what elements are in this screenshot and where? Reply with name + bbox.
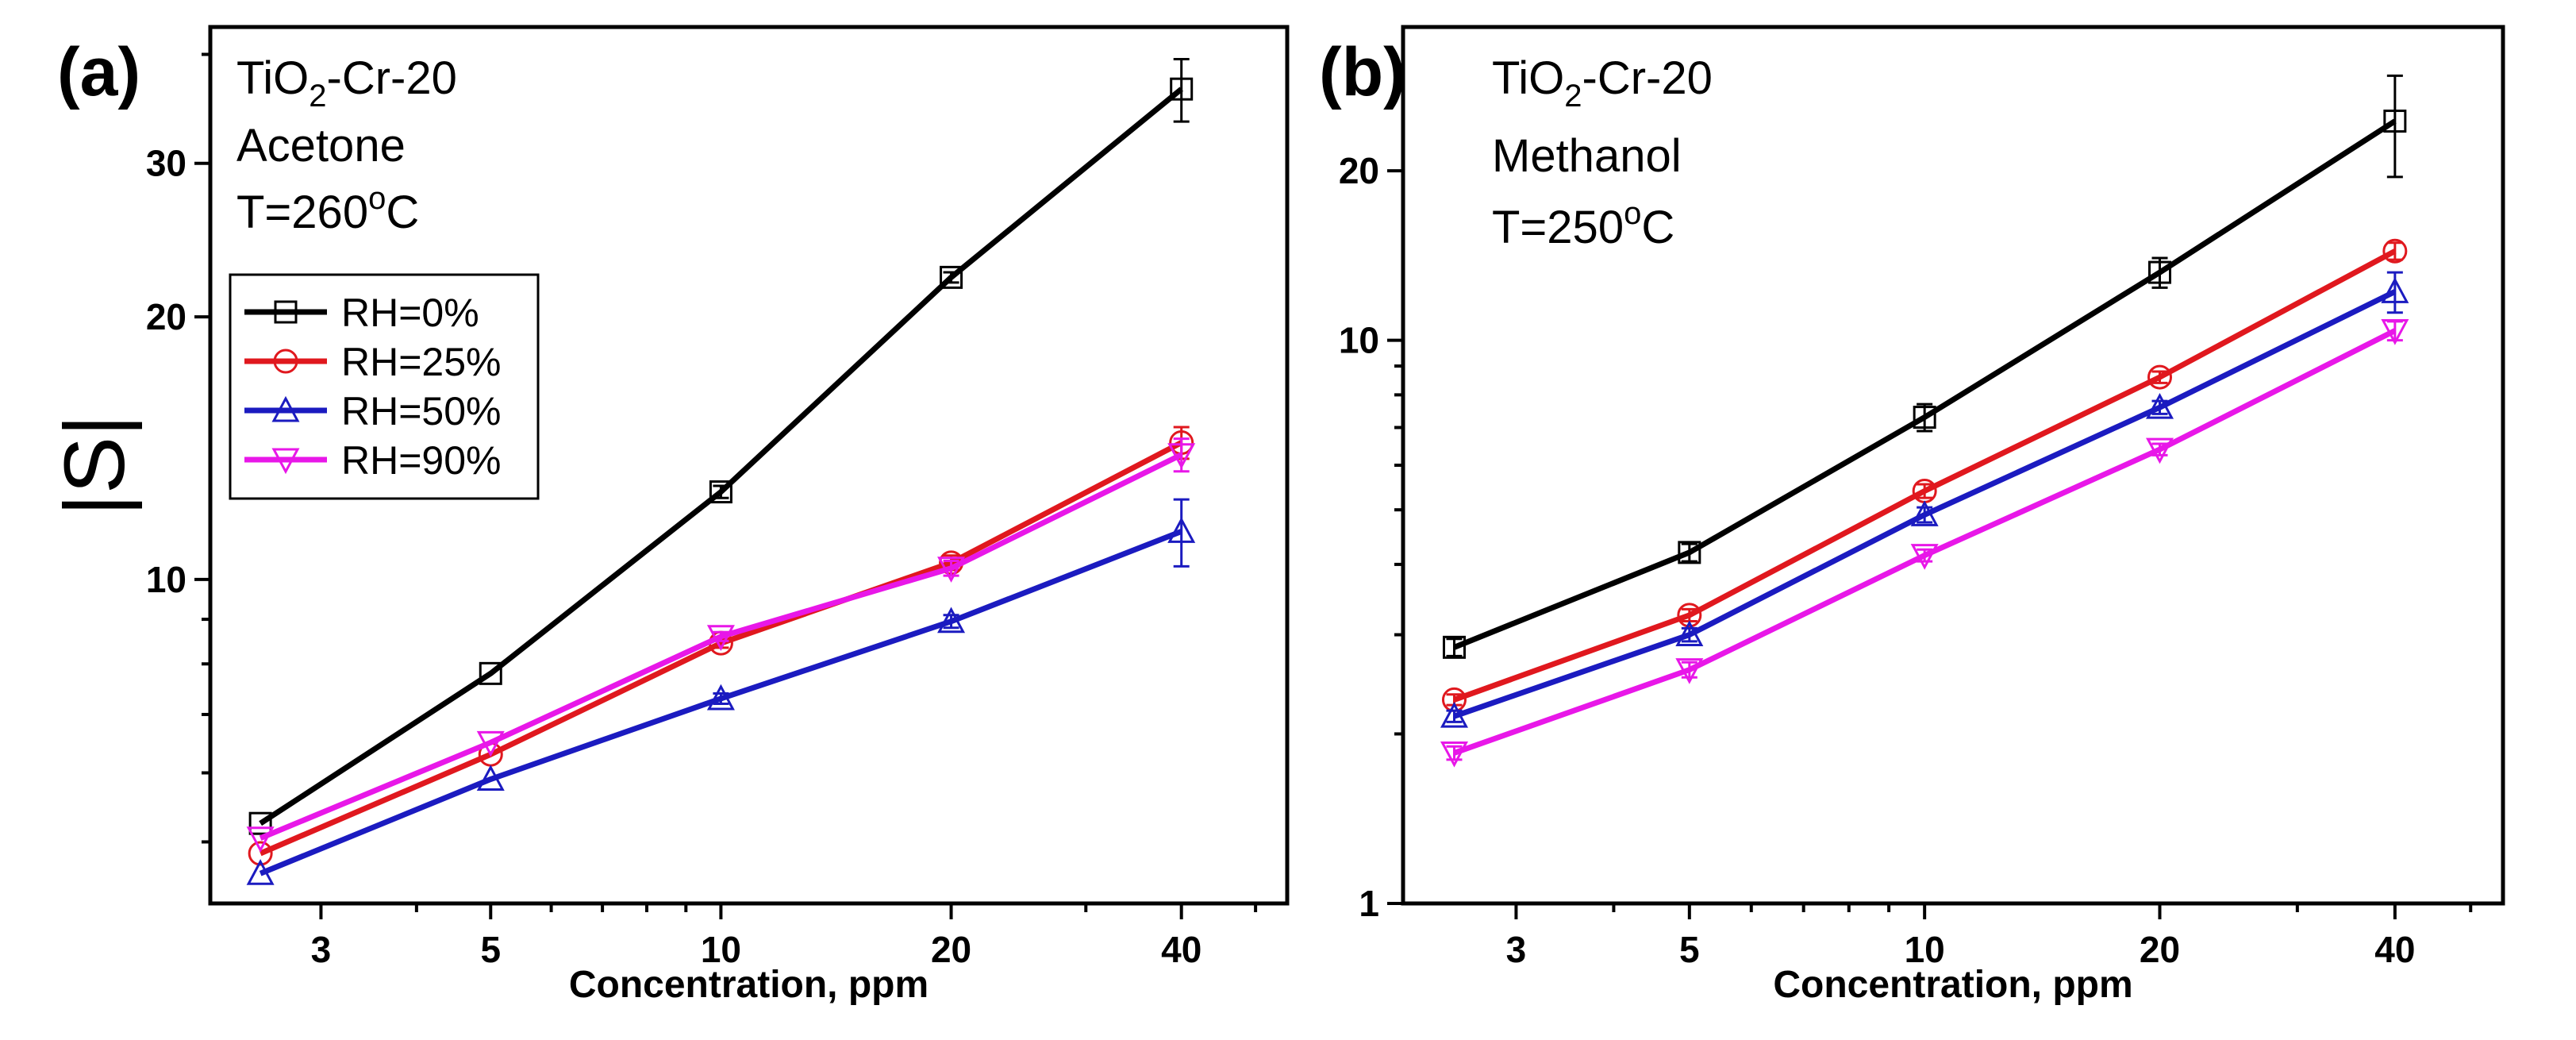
temperature-label: T=260oC [236,181,419,238]
x-tick-label: 3 [311,929,332,970]
material-tail: -Cr-20 [1582,52,1713,104]
data-point [1910,500,1939,526]
legend-marker [274,300,298,324]
material-tail: -Cr-20 [327,52,457,104]
x-tick-label: 3 [1506,929,1527,970]
series-rh-90- [1440,319,2409,768]
data-point [2146,392,2174,419]
data-point [2146,437,2174,464]
gas-label: Acetone [236,120,406,171]
legend-label: RH=50% [341,389,502,433]
data-point [1167,517,1196,543]
legend-marker [271,395,300,422]
legend-item: RH=50% [244,389,502,433]
x-tick-label: 5 [480,929,501,970]
data-point [1910,544,1939,570]
x-tick-label: 40 [1161,929,1201,970]
legend-item: RH=0% [244,291,479,335]
data-point [2147,364,2173,390]
material-subscript: 2 [1564,79,1582,114]
legend-label: RH=25% [341,340,502,384]
material-base: TiO [1492,52,1564,104]
legend-label: RH=0% [341,291,479,335]
degree-superscript: o [1624,196,1641,231]
data-point [1913,406,1936,429]
temperature-value: T=260 [236,187,368,238]
data-point [246,826,275,853]
data-point [940,265,963,289]
data-point [248,841,273,866]
gas-label: Methanol [1492,130,1682,182]
series-rh-50- [1440,271,2409,728]
data-point [1440,702,1468,728]
legend-label: RH=90% [341,438,502,483]
temperature-value: T=250 [1492,202,1624,253]
series-line [1453,248,2397,703]
x-tick-label: 5 [1679,929,1700,970]
data-point [1677,603,1702,628]
y-tick-label: 1 [1359,883,1379,924]
x-tick-label: 40 [2374,929,2415,970]
temperature-unit: C [386,187,419,238]
data-point [1170,77,1194,101]
data-point [1678,541,1701,564]
series-rh-0- [248,58,1194,835]
series-rh-25- [1441,238,2408,712]
series-rh-0- [1442,74,2407,659]
x-axis-label: Concentration, ppm [1773,964,2132,1006]
material-label: TiO2-Cr-20 [236,52,457,114]
data-point [1675,620,1704,647]
panel-label: (b) [1319,34,1406,110]
data-point [248,811,272,835]
data-point [2381,319,2409,345]
data-point [476,765,505,792]
data-point [246,859,275,885]
data-point [2382,238,2408,264]
legend-item: RH=90% [244,438,502,483]
material-subscript: 2 [309,79,326,114]
y-tick-label: 10 [1339,320,1379,361]
data-point [1440,741,1468,768]
material-label: TiO2-Cr-20 [1492,52,1713,114]
data-point [479,661,502,685]
plot-frame [208,25,1290,906]
y-tick-label: 30 [146,143,186,184]
degree-superscript: o [368,181,386,216]
temperature-label: T=250oC [1492,196,1674,253]
data-point [1675,658,1704,684]
data-point [476,730,505,757]
data-point [706,625,735,651]
y-axis-label: |S| [46,414,142,516]
x-axis-label: Concentration, ppm [569,964,929,1006]
data-point [2381,277,2409,303]
y-tick-label: 20 [146,296,186,337]
series-line [1453,328,2397,756]
series-rh-50- [246,498,1196,885]
x-tick-label: 10 [1905,929,1945,970]
series-rh-90- [246,437,1196,853]
y-tick-label: 10 [146,559,186,600]
chart-panel-a: 3 5 10 20 40 10 20 30 Concentration, ppm |S| (a) Ti… [46,25,1290,1006]
data-point [937,557,966,583]
data-point [1442,635,1466,659]
legend-marker [273,349,298,374]
x-tick-label: 10 [701,929,741,970]
x-tick-label: 20 [931,929,971,970]
data-point [2383,110,2407,133]
legend-marker [271,448,300,475]
y-tick-label: 20 [1339,150,1379,191]
data-point [2148,260,2172,284]
x-tick-label: 20 [2140,929,2180,970]
data-point [706,684,735,711]
data-point [709,480,732,504]
temperature-unit: C [1641,202,1674,253]
data-point [1167,443,1196,469]
data-point [937,607,966,634]
panel-label: (a) [57,34,140,110]
legend-item: RH=25% [244,340,502,384]
material-base: TiO [236,52,309,104]
legend: RH=0% RH=25% RH=50% RH=90% [229,273,540,500]
